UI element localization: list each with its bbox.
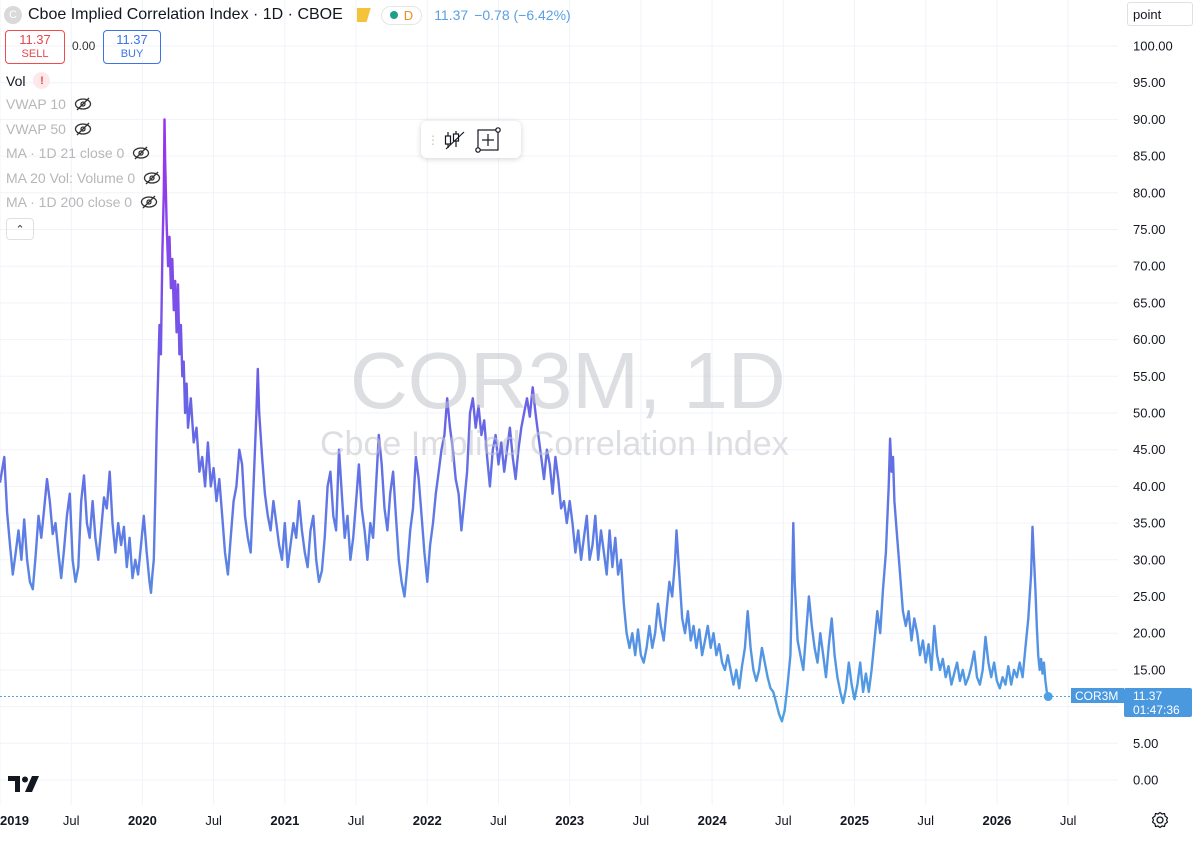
x-tick-label: Jul (633, 813, 650, 828)
x-tick-label: 2024 (698, 813, 728, 828)
buy-label: BUY (120, 48, 144, 60)
gear-icon[interactable] (1151, 811, 1169, 829)
y-tick-label: 25.00 (1133, 589, 1166, 604)
y-tick-label: 70.00 (1133, 259, 1166, 274)
chevron-up-icon: ⌃ (15, 223, 25, 236)
hidden-eye-icon[interactable] (74, 97, 92, 111)
symbol-logo-icon: C (4, 6, 22, 24)
scale-mode-select[interactable]: point (1127, 2, 1193, 26)
y-tick-label: 35.00 (1133, 516, 1166, 531)
y-tick-label: 100.00 (1133, 39, 1173, 54)
y-tick-label: 50.00 (1133, 406, 1166, 421)
indicator-vwap50[interactable]: VWAP 50 (6, 121, 92, 137)
y-tick-label: 85.00 (1133, 149, 1166, 164)
warning-icon[interactable]: ! (33, 72, 51, 89)
last-price: 11.37 (434, 7, 469, 23)
collapse-legend-button[interactable]: ⌃ (6, 218, 34, 240)
candlestick-pen-icon (444, 130, 465, 149)
x-tick-label: Jul (490, 813, 507, 828)
x-tick-label: 2020 (128, 813, 157, 828)
last-value-dot (1043, 692, 1053, 702)
y-tick-label: 55.00 (1133, 369, 1166, 384)
y-tick-label: 15.00 (1133, 662, 1166, 677)
indicator-ma200[interactable]: MA · 1D 200 close 0 (6, 194, 158, 210)
indicator-ma21-label: MA · 1D 21 close 0 (6, 145, 125, 161)
tradingview-logo-icon[interactable] (8, 775, 40, 793)
candles-draw-tool[interactable] (437, 125, 471, 155)
y-tick-label: 60.00 (1133, 332, 1166, 347)
indicator-vol[interactable]: Vol ! (6, 72, 51, 89)
y-tick-label: 5.00 (1133, 736, 1158, 751)
x-tick-label: Jul (205, 813, 222, 828)
indicator-vwap10-label: VWAP 10 (6, 96, 66, 112)
hidden-eye-icon[interactable] (74, 122, 92, 136)
x-tick-label: 2023 (555, 813, 584, 828)
price-axis[interactable]: 0.005.0010.0015.0020.0025.0030.0035.0040… (1133, 39, 1173, 788)
price-change: −0.78 (−6.42%) (474, 7, 571, 23)
indicator-ma21[interactable]: MA · 1D 21 close 0 (6, 145, 150, 161)
price-label-symbol-box (1071, 688, 1124, 703)
y-tick-label: 75.00 (1133, 222, 1166, 237)
x-tick-label: Jul (1060, 813, 1077, 828)
drag-handle-icon[interactable]: ⋮⋮ (427, 132, 453, 147)
hidden-eye-icon[interactable] (143, 171, 161, 185)
y-tick-label: 0.00 (1133, 773, 1158, 788)
y-tick-label: 40.00 (1133, 479, 1166, 494)
x-tick-label: Jul (63, 813, 80, 828)
x-tick-label: 2025 (840, 813, 869, 828)
y-tick-label: 90.00 (1133, 112, 1166, 127)
hidden-eye-icon[interactable] (132, 146, 150, 160)
session-status[interactable]: D (380, 5, 423, 25)
y-tick-label: 65.00 (1133, 295, 1166, 310)
x-tick-label: Jul (348, 813, 365, 828)
spread-value: 0.00 (72, 39, 96, 53)
sell-button[interactable]: 11.37 SELL (5, 30, 65, 64)
watermark-symbol: COR3M, 1D (350, 336, 786, 425)
price-label-box (1124, 688, 1192, 717)
y-tick-label: 20.00 (1133, 626, 1166, 641)
y-tick-label: 30.00 (1133, 552, 1166, 567)
flag-icon[interactable] (356, 8, 371, 22)
buy-button[interactable]: 11.37 BUY (103, 30, 161, 64)
sell-price: 11.37 (19, 32, 51, 47)
watermark-name: Cboe Implied Correlation Index (320, 425, 789, 463)
market-status-dot-icon (389, 11, 398, 19)
chart-header: C Cboe Implied Correlation Index · 1D · … (4, 3, 571, 27)
time-axis[interactable]: 2019 Jul 2020 Jul 2021 Jul 2022 Jul 2023 Jul 2024 J… (0, 813, 1077, 828)
series-line-cor3m (0, 118, 1050, 723)
indicator-vol-label: Vol (6, 72, 26, 89)
y-tick-label: 80.00 (1133, 185, 1166, 200)
measure-range-icon (475, 126, 501, 153)
indicator-ma20-vol-label: MA 20 Vol: Volume 0 (6, 170, 136, 186)
x-tick-label: Jul (775, 813, 792, 828)
y-tick-label: 45.00 (1133, 442, 1166, 457)
x-tick-label: 2022 (413, 813, 442, 828)
indicator-vwap10[interactable]: VWAP 10 (6, 96, 92, 112)
buy-price: 11.37 (116, 32, 148, 47)
indicator-vwap50-label: VWAP 50 (6, 121, 66, 137)
price-label-symbol: COR3M (1075, 689, 1118, 703)
price-label-countdown: 01:47:36 (1133, 703, 1180, 717)
symbol-title[interactable]: Cboe Implied Correlation Index · 1D · CB… (28, 6, 343, 23)
hidden-eye-icon[interactable] (140, 195, 158, 209)
session-badge: D (403, 7, 414, 23)
x-tick-label: 2026 (982, 813, 1011, 828)
x-tick-label: Jul (917, 813, 934, 828)
floating-toolbar: ⋮⋮ (421, 121, 521, 158)
indicator-ma200-label: MA · 1D 200 close 0 (6, 194, 133, 210)
sell-label: SELL (21, 48, 49, 60)
price-label-value: 11.37 (1133, 689, 1162, 703)
indicator-ma20-vol[interactable]: MA 20 Vol: Volume 0 (6, 170, 161, 186)
x-tick-label: 2021 (270, 813, 299, 828)
x-tick-label: 2019 (0, 813, 29, 828)
y-tick-label: 95.00 (1133, 75, 1166, 90)
measure-tool[interactable] (471, 125, 505, 155)
